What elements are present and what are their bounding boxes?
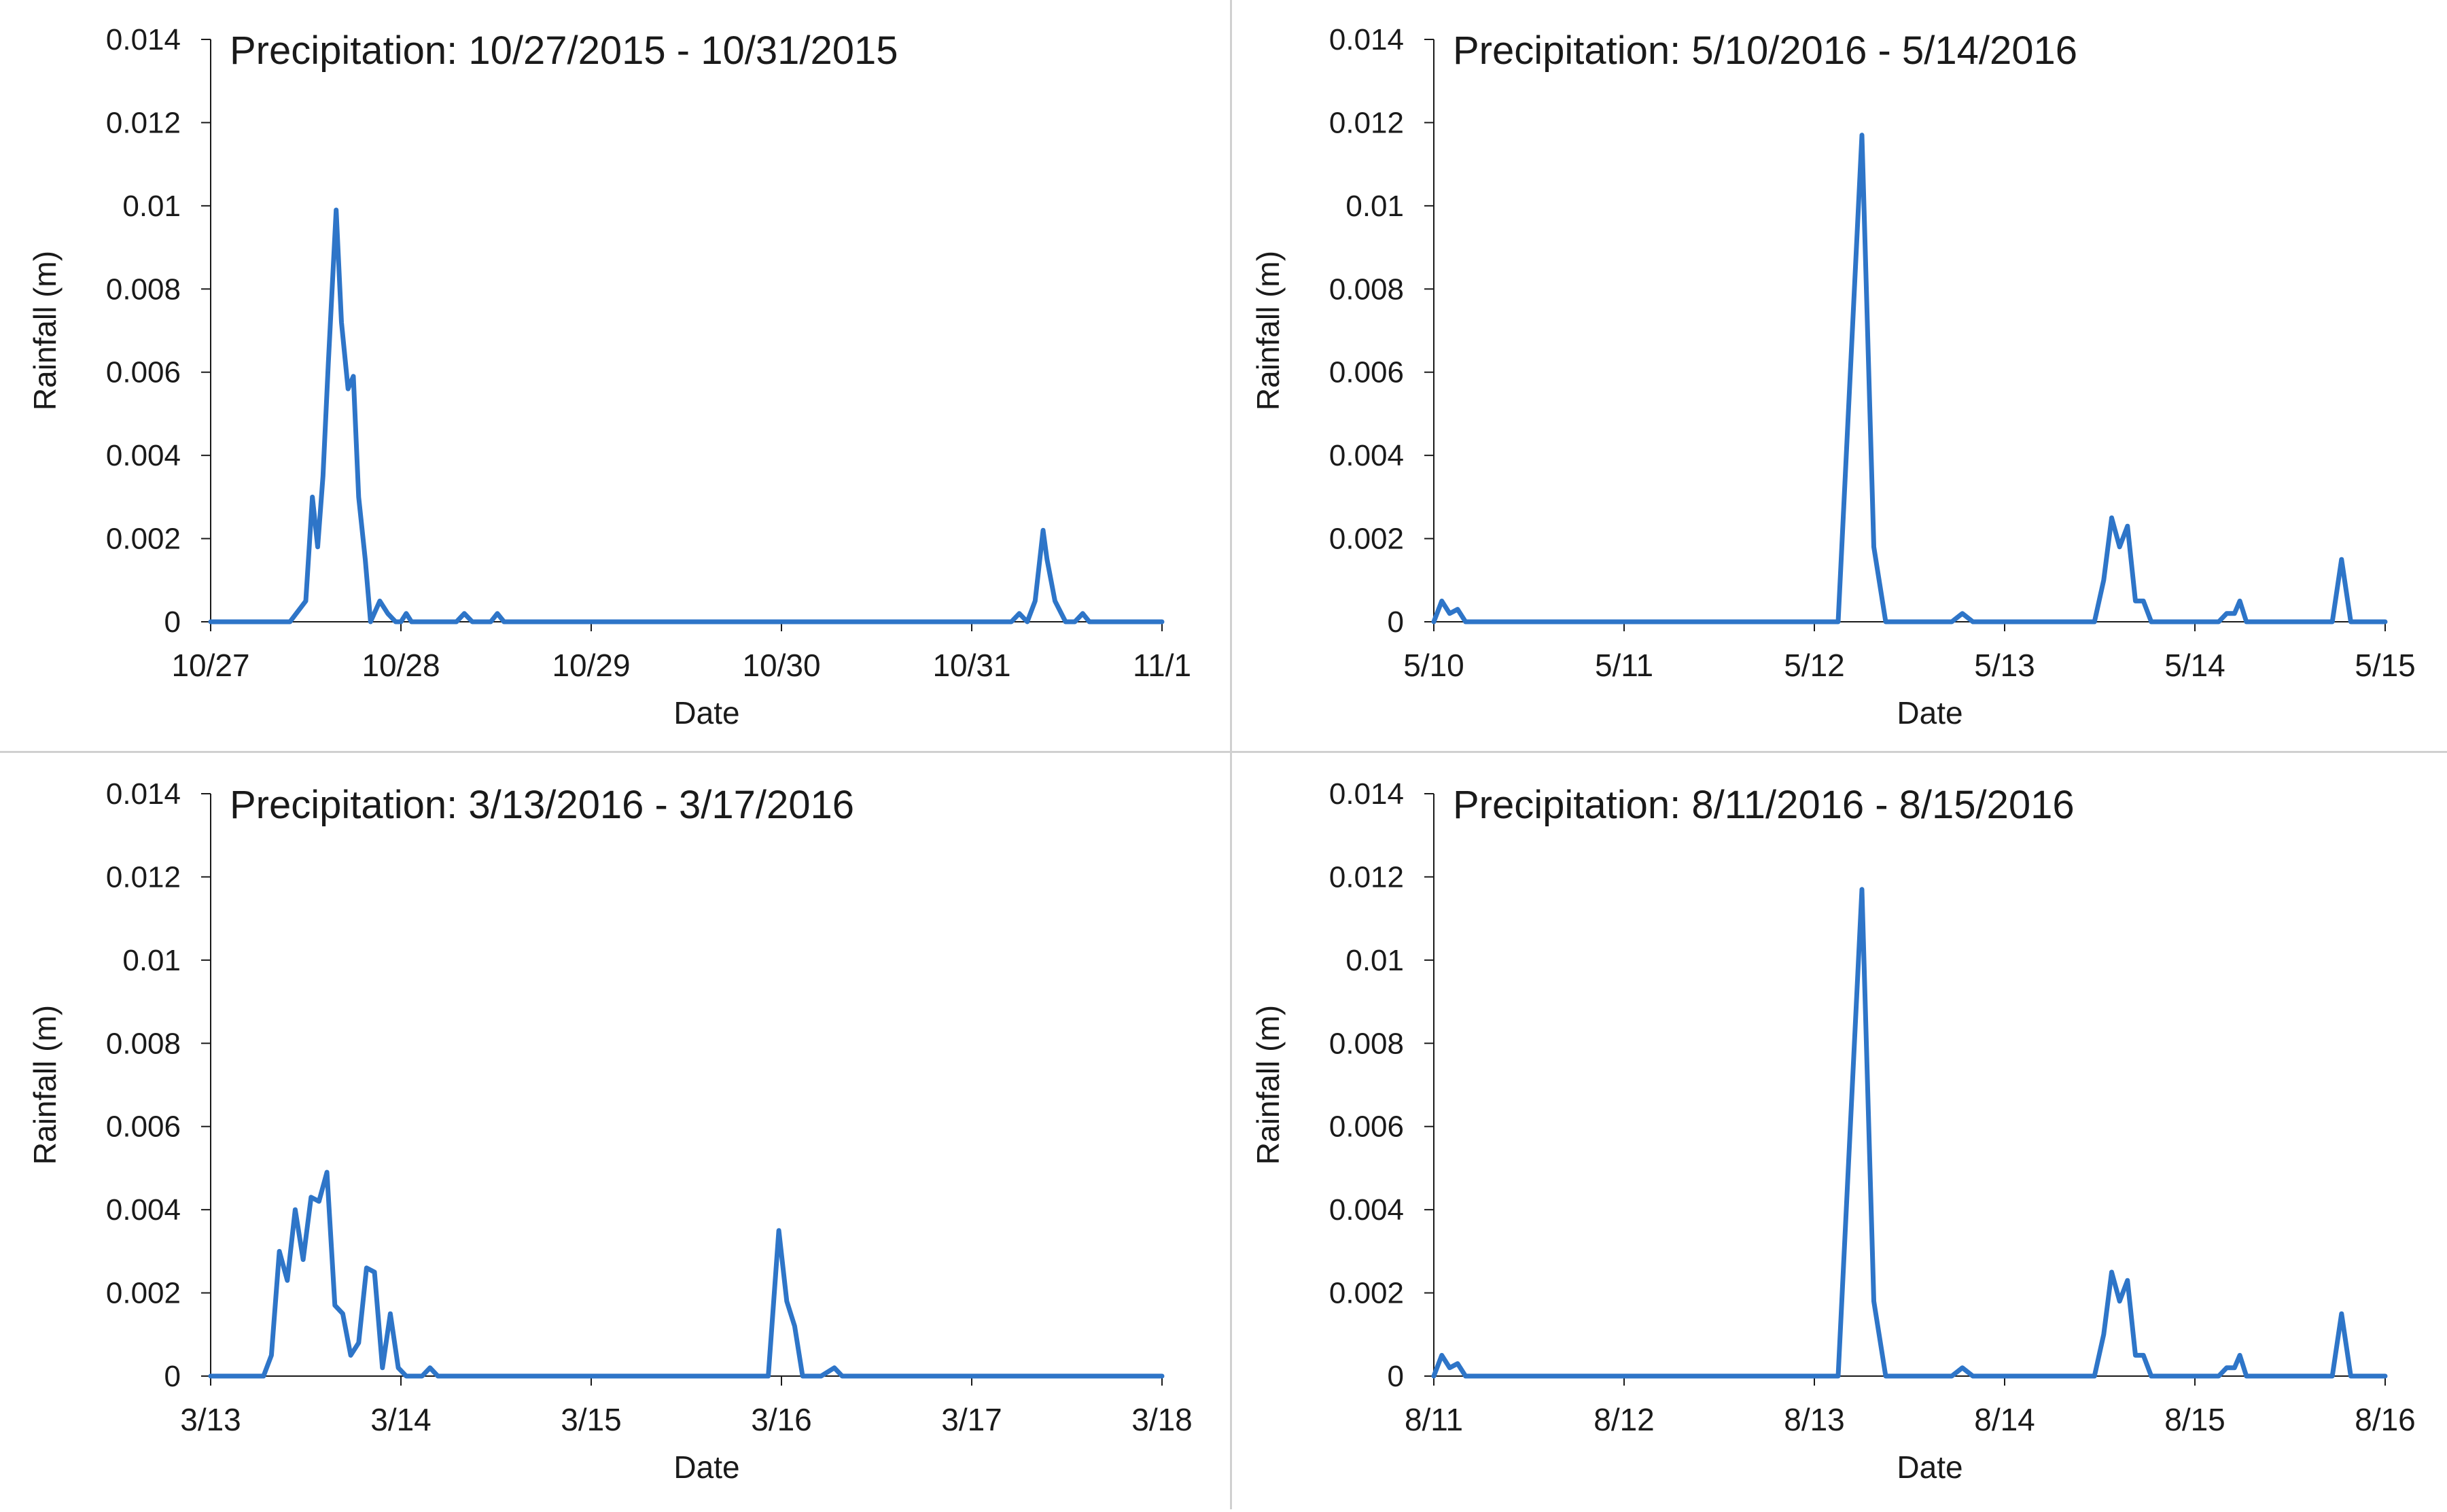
- x-axis-label: Date: [1897, 695, 1962, 731]
- y-tick-label: 0.012: [106, 106, 181, 139]
- y-tick-label: 0.002: [1329, 1277, 1404, 1310]
- y-tick-label: 0: [164, 605, 181, 639]
- x-tick-label: 5/12: [1784, 648, 1845, 683]
- y-axis-label: Rainfall (m): [27, 1005, 63, 1165]
- y-tick-label: 0.002: [106, 1277, 181, 1310]
- chart-panel-1: 0 0.002 0.004 0.006 0.008 0.01 0.012 0.014 10/27…: [0, 0, 1223, 754]
- y-tick-label: 0.006: [106, 356, 181, 389]
- y-tick-label: 0: [1388, 1360, 1404, 1393]
- x-tick-label: 10/27: [171, 648, 249, 683]
- x-tick-label: 8/12: [1594, 1402, 1655, 1437]
- chart-title: Precipitation: 8/11/2016 - 8/15/2016: [1453, 783, 2075, 827]
- y-tick-label: 0: [164, 1360, 181, 1393]
- y-tick-label: 0.008: [1329, 272, 1404, 306]
- x-tick-label: 3/16: [751, 1402, 812, 1437]
- x-tick-label: 3/15: [561, 1402, 622, 1437]
- y-tick-label: 0.004: [1329, 1193, 1404, 1227]
- y-tick-label: 0.012: [106, 860, 181, 894]
- x-tick-label: 5/14: [2164, 648, 2225, 683]
- chart-svg: 0 0.002 0.004 0.006 0.008 0.01 0.012 0.014 8/11 8…: [1250, 777, 2416, 1485]
- x-tick-label: 5/10: [1403, 648, 1464, 683]
- vertical-divider: [1230, 0, 1232, 1509]
- y-tick-label: 0.008: [1329, 1027, 1404, 1060]
- y-tick-label: 0.008: [106, 1027, 181, 1060]
- x-tick-label: 5/15: [2355, 648, 2416, 683]
- y-axis-label: Rainfall (m): [1250, 251, 1286, 410]
- x-tick-label: 10/31: [932, 648, 1010, 683]
- rainfall-series-line: [208, 1170, 1165, 1379]
- y-tick-label: 0.014: [1329, 23, 1404, 56]
- rainfall-series-line: [1431, 887, 2388, 1379]
- y-tick-label: 0.002: [106, 523, 181, 556]
- x-tick-label: 8/14: [1974, 1402, 2035, 1437]
- chart-panel-4: 0 0.002 0.004 0.006 0.008 0.01 0.012 0.014 8/11 8…: [1223, 754, 2446, 1509]
- y-tick-label: 0.01: [122, 944, 181, 977]
- y-tick-label: 0.008: [106, 272, 181, 306]
- x-tick-label: 10/30: [742, 648, 820, 683]
- y-tick-label: 0.006: [1329, 1110, 1404, 1144]
- chart-title: Precipitation: 5/10/2016 - 5/14/2016: [1453, 29, 2077, 73]
- x-tick-label: 5/11: [1595, 648, 1653, 683]
- y-tick-label: 0.014: [106, 23, 181, 56]
- y-tick-label: 0.004: [106, 439, 181, 472]
- x-tick-label: 3/18: [1131, 1402, 1193, 1437]
- y-tick-label: 0.006: [106, 1110, 181, 1144]
- y-tick-label: 0.01: [1345, 190, 1404, 223]
- y-tick-label: 0.006: [1329, 356, 1404, 389]
- x-tick-label: 10/28: [362, 648, 440, 683]
- y-tick-label: 0.012: [1329, 860, 1404, 894]
- x-axis-label: Date: [673, 695, 739, 731]
- chart-svg: 0 0.002 0.004 0.006 0.008 0.01 0.012 0.014 3/13 3…: [27, 777, 1193, 1485]
- x-axis-label: Date: [673, 1449, 739, 1485]
- x-tick-label: 10/29: [552, 648, 630, 683]
- chart-svg: 0 0.002 0.004 0.006 0.008 0.01 0.012 0.014 10/27…: [27, 23, 1191, 731]
- y-tick-label: 0.01: [122, 190, 181, 223]
- rainfall-series-line: [208, 207, 1165, 625]
- x-tick-label: 11/1: [1133, 648, 1191, 683]
- x-tick-label: 8/13: [1784, 1402, 1845, 1437]
- y-tick-label: 0: [1388, 605, 1404, 639]
- y-tick-label: 0.012: [1329, 106, 1404, 139]
- y-axis-label: Rainfall (m): [27, 251, 63, 410]
- y-tick-label: 0.004: [1329, 439, 1404, 472]
- x-tick-label: 3/13: [180, 1402, 241, 1437]
- x-tick-label: 5/13: [1974, 648, 2035, 683]
- y-tick-label: 0.014: [1329, 777, 1404, 811]
- chart-panel-2: 0 0.002 0.004 0.006 0.008 0.01 0.012 0.014 5/10 5…: [1223, 0, 2446, 754]
- y-tick-label: 0.014: [106, 777, 181, 811]
- x-tick-label: 3/17: [941, 1402, 1002, 1437]
- x-tick-label: 8/16: [2355, 1402, 2416, 1437]
- y-tick-label: 0.004: [106, 1193, 181, 1227]
- y-tick-label: 0.002: [1329, 523, 1404, 556]
- chart-title: Precipitation: 3/13/2016 - 3/17/2016: [230, 783, 854, 827]
- chart-svg: 0 0.002 0.004 0.006 0.008 0.01 0.012 0.014 5/10 5…: [1250, 23, 2416, 731]
- x-axis-label: Date: [1897, 1449, 1962, 1485]
- x-tick-label: 3/14: [370, 1402, 432, 1437]
- x-tick-label: 8/15: [2164, 1402, 2225, 1437]
- rainfall-series-line: [1431, 133, 2388, 625]
- chart-panel-3: 0 0.002 0.004 0.006 0.008 0.01 0.012 0.014 3/13 3…: [0, 754, 1223, 1509]
- y-tick-label: 0.01: [1345, 944, 1404, 977]
- horizontal-divider: [0, 751, 2447, 753]
- x-tick-label: 8/11: [1405, 1402, 1463, 1437]
- chart-title: Precipitation: 10/27/2015 - 10/31/2015: [230, 29, 898, 73]
- y-axis-label: Rainfall (m): [1250, 1005, 1286, 1165]
